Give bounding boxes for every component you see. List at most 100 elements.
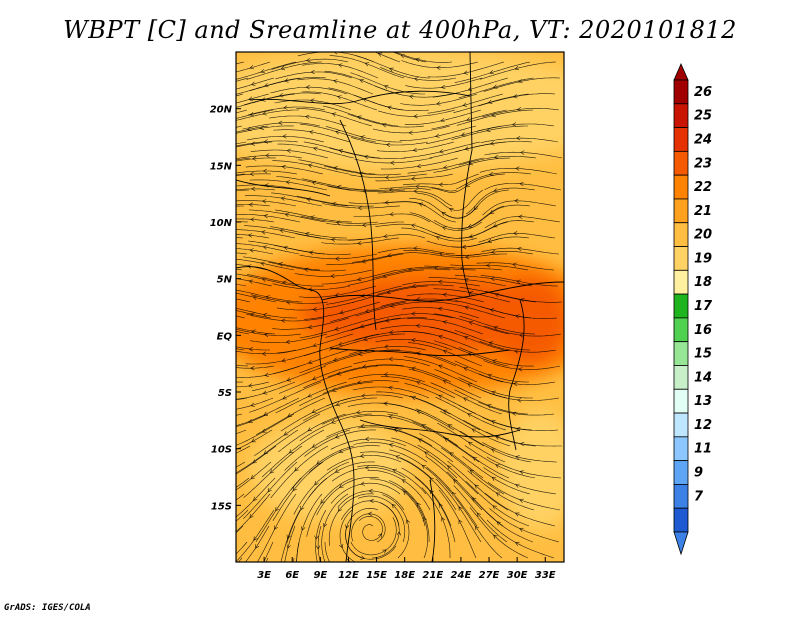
- streamline-arrow: [246, 264, 252, 269]
- streamline: [375, 223, 452, 239]
- streamline-arrow: [492, 84, 498, 89]
- streamline-arrow: [440, 84, 446, 90]
- streamline-arrow: [518, 79, 523, 84]
- streamline: [430, 354, 504, 383]
- streamline: [247, 274, 325, 287]
- streamline: [294, 269, 373, 277]
- streamline-arrow: [516, 398, 522, 403]
- streamline-arrow: [464, 305, 469, 310]
- streamline-arrow: [467, 383, 472, 388]
- streamline-arrow: [283, 105, 288, 110]
- streamline-arrow: [307, 393, 313, 398]
- streamline: [326, 221, 404, 226]
- map-area: [236, 52, 564, 562]
- streamline: [454, 496, 503, 559]
- streamline-arrow: [315, 545, 321, 550]
- streamline: [236, 292, 277, 303]
- streamline-arrow: [413, 189, 418, 194]
- streamline-arrow: [262, 245, 268, 250]
- streamline: [322, 380, 400, 394]
- streamline-arrow: [385, 142, 391, 147]
- streamline: [409, 212, 483, 231]
- colorbar-swatch: [673, 317, 689, 343]
- x-axis: 3E 6E 9E 12E 15E 18E 21E 24E 27E 30E 33E: [257, 557, 556, 581]
- streamline: [245, 165, 324, 175]
- streamline: [381, 402, 455, 431]
- streamline: [236, 381, 270, 388]
- streamline: [427, 61, 505, 78]
- streamline-arrow: [489, 141, 495, 146]
- streamline: [268, 261, 347, 272]
- streamline-arrow: [487, 99, 493, 104]
- streamline-arrow: [438, 394, 443, 399]
- streamline-arrow: [261, 97, 266, 102]
- streamline: [299, 285, 377, 298]
- streamline-arrow: [466, 117, 471, 122]
- streamline-arrow: [429, 477, 434, 482]
- streamline: [347, 234, 426, 241]
- streamline: [459, 220, 535, 239]
- streamline-arrow: [264, 183, 269, 188]
- streamline-arrow: [381, 123, 387, 128]
- colorbar-swatch: [673, 293, 689, 319]
- streamline-arrow: [388, 414, 393, 420]
- streamline: [401, 488, 428, 559]
- streamline-arrow: [339, 483, 344, 488]
- colorbar-label: 9: [694, 466, 703, 481]
- streamline: [429, 326, 505, 351]
- streamlines: [236, 52, 563, 562]
- streamline: [459, 315, 536, 335]
- streamline-arrow: [307, 287, 313, 292]
- streamline: [432, 77, 509, 98]
- streamline-arrow: [384, 175, 390, 180]
- streamline-arrow: [250, 366, 255, 371]
- streamline: [236, 328, 302, 336]
- streamline-arrow: [519, 441, 525, 447]
- streamline: [477, 401, 555, 416]
- streamline: [459, 286, 537, 303]
- streamline: [236, 364, 249, 367]
- x-tick-label: 24E: [451, 570, 472, 581]
- x-tick-label: 21E: [422, 570, 443, 581]
- y-tick-label: EQ: [217, 331, 233, 342]
- streamline: [236, 61, 245, 65]
- streamline-arrow: [338, 341, 343, 346]
- x-tick-label: 6E: [285, 570, 299, 581]
- colorbar-swatch: [673, 222, 689, 247]
- streamline-arrow: [312, 343, 318, 348]
- streamline: [403, 141, 481, 159]
- streamline: [321, 493, 349, 562]
- streamline: [271, 192, 349, 207]
- colorbar-bottom-arrow: [673, 531, 689, 556]
- streamline: [352, 414, 429, 431]
- streamline: [355, 301, 433, 317]
- streamline: [458, 377, 533, 399]
- streamline: [406, 293, 485, 303]
- colorbar-label: 25: [694, 109, 712, 124]
- streamline-arrow: [458, 506, 463, 511]
- streamline-arrow: [300, 505, 305, 511]
- streamline: [485, 291, 563, 303]
- streamline: [380, 157, 459, 170]
- streamline: [284, 525, 296, 562]
- streamline: [408, 368, 482, 399]
- streamline-arrow: [514, 512, 520, 517]
- colorbar-swatch: [673, 174, 689, 200]
- streamline-arrow: [389, 212, 394, 217]
- streamline-arrow: [487, 238, 492, 244]
- x-tick-label: 30E: [507, 570, 528, 581]
- streamline-arrow: [518, 214, 523, 219]
- streamline: [269, 226, 347, 239]
- streamline-arrow: [285, 339, 291, 344]
- streamline: [483, 77, 561, 92]
- streamline: [479, 341, 557, 353]
- streamline: [484, 325, 562, 337]
- streamline: [433, 313, 510, 335]
- x-tick-label: 27E: [479, 570, 500, 581]
- streamline-arrow: [412, 147, 418, 153]
- streamline-arrow: [519, 297, 525, 303]
- streamline-arrow: [251, 438, 256, 443]
- y-tick-label: 20N: [210, 105, 233, 116]
- streamline: [250, 294, 329, 304]
- streamline-arrow: [514, 542, 520, 546]
